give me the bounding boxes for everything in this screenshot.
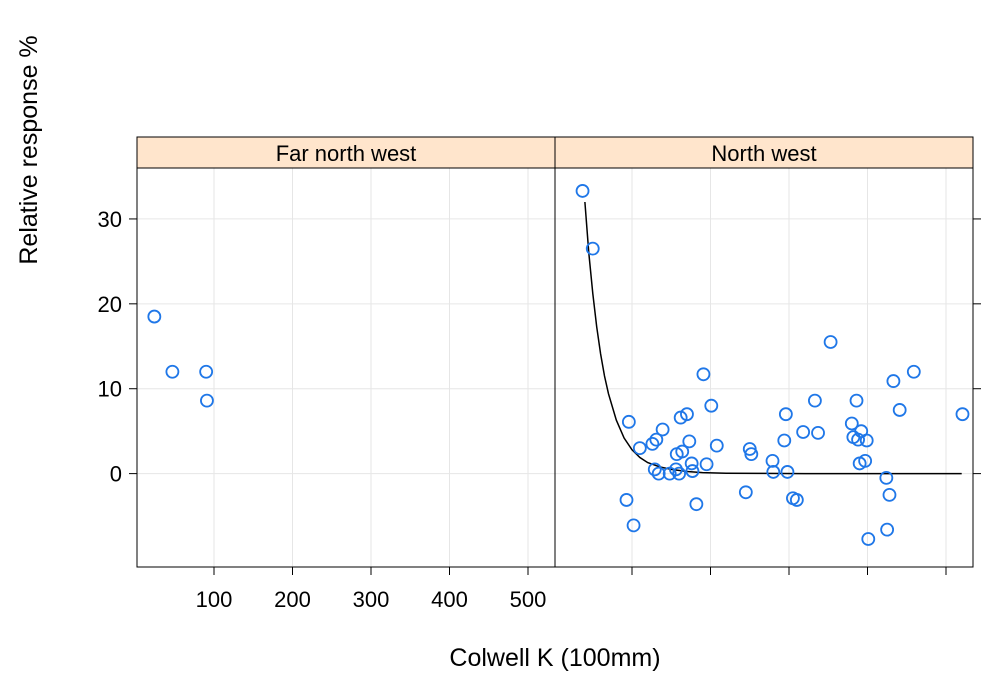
y-tick-label: 20 (98, 292, 122, 317)
data-point (645, 437, 660, 451)
data-point (780, 465, 795, 479)
y-tick-label: 10 (98, 377, 122, 402)
data-point (823, 335, 838, 349)
data-point (672, 466, 686, 481)
data-point (699, 457, 714, 472)
data-point (849, 393, 864, 408)
x-axis-label: Colwell K (100mm) (449, 644, 660, 672)
data-point (886, 374, 901, 388)
panel-frame (554, 167, 974, 568)
data-point (585, 241, 600, 256)
y-tick-label: 30 (98, 207, 122, 232)
data-point (147, 309, 162, 324)
x-tick-label: 400 (431, 587, 468, 612)
data-point (704, 398, 719, 413)
x-tick-label: 100 (196, 587, 233, 612)
data-point (844, 416, 859, 431)
data-point (685, 464, 700, 478)
data-point (811, 425, 825, 440)
grid-layer (137, 168, 973, 567)
data-point (955, 407, 970, 422)
data-point (808, 393, 822, 408)
data-point (696, 367, 711, 382)
data-point (796, 425, 811, 439)
data-point (892, 403, 907, 417)
data-point (858, 453, 873, 468)
data-point (882, 487, 897, 502)
data-point (200, 393, 214, 408)
strip-layer: Far north west North west (136, 136, 974, 169)
frame-layer (136, 167, 974, 568)
data-point (649, 432, 664, 447)
data-point (859, 433, 874, 448)
data-point (647, 462, 662, 477)
data-point (632, 441, 647, 456)
data-point (880, 522, 895, 537)
data-point (199, 364, 214, 379)
series-layer (147, 184, 970, 546)
data-point (689, 497, 704, 512)
data-point (655, 422, 670, 437)
data-point (165, 364, 180, 379)
data-point (777, 433, 792, 448)
y-axis-label: Relative response % (15, 35, 43, 264)
fit-line (584, 201, 962, 475)
data-point (621, 414, 636, 429)
data-point (675, 444, 690, 459)
x-tick-label: 500 (510, 587, 547, 612)
data-point (861, 532, 876, 546)
data-point (709, 438, 724, 453)
y-tick-label: 0 (110, 462, 122, 487)
data-point (879, 470, 894, 485)
data-point (778, 407, 793, 422)
data-point (744, 447, 759, 461)
x-tick-label: 200 (274, 587, 311, 612)
data-point (738, 485, 753, 500)
data-point (682, 434, 697, 449)
x-tick-label: 300 (353, 587, 390, 612)
data-point (684, 456, 699, 471)
data-point (765, 453, 780, 468)
data-point (651, 466, 666, 481)
data-point (680, 407, 694, 422)
data-point (789, 493, 804, 507)
data-point (626, 518, 641, 533)
data-point (906, 364, 921, 379)
data-point (575, 184, 590, 198)
panel-strip-label: North west (711, 141, 816, 166)
panel-strip-label: Far north west (276, 141, 417, 166)
data-point (619, 493, 634, 507)
data-point (766, 465, 781, 479)
panel-frame (136, 167, 556, 568)
axis-layer: 100 200 300 400 500 0 10 20 30 (98, 207, 981, 612)
panel-strip (554, 136, 974, 169)
data-point (851, 432, 865, 447)
